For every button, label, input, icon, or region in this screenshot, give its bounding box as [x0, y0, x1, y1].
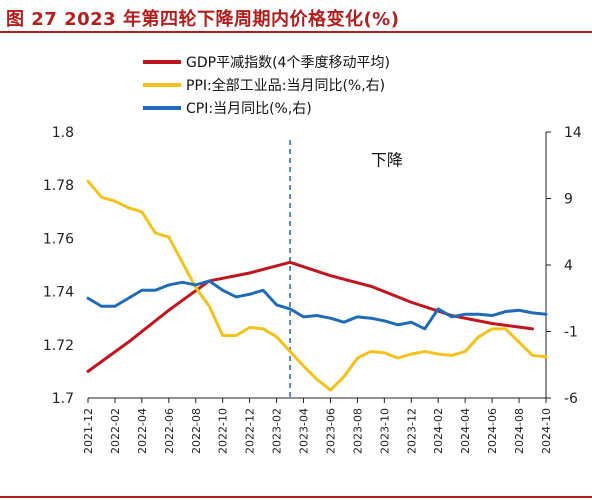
x-tick-label: 2023-02 [271, 408, 284, 454]
footer-divider [0, 496, 592, 498]
legend-item-cpi-label: CPI:当月同比(%,右) [186, 101, 312, 117]
left-tick-label: 1.74 [43, 285, 74, 301]
right-tick-label: 4 [564, 258, 573, 274]
x-tick-label: 2023-10 [378, 408, 391, 454]
x-axis: 2021-12 2022-02 2022-04 2022-06 2022-08 2022-… [82, 397, 553, 454]
x-tick-label: 2023-08 [351, 408, 364, 454]
x-tick-label: 2024-08 [513, 408, 526, 454]
x-tick-label: 2022-04 [136, 408, 149, 454]
x-tick-label: 2022-12 [244, 408, 257, 454]
x-tick-label: 2024-06 [486, 408, 499, 454]
annotation-label: 下降 [371, 150, 403, 169]
left-tick-label: 1.8 [52, 125, 74, 141]
legend-item-ppi-label: PPI:全部工业品:当月同比(%,右) [186, 77, 385, 94]
x-tick-label: 2022-02 [109, 408, 122, 454]
annotation-layer: 下降 [371, 150, 403, 169]
left-tick-label: 1.78 [43, 178, 74, 194]
left-axis: 1.7 1.72 1.74 1.76 1.78 1.8 [43, 125, 74, 407]
right-tick-label: -1 [564, 325, 578, 341]
x-tick-label: 2023-12 [405, 408, 418, 454]
legend: GDP平减指数(4个季度移动平均) PPI:全部工业品:当月同比(%,右) CPI:… [143, 55, 390, 117]
left-tick-label: 1.72 [43, 338, 74, 354]
x-tick-label: 2023-04 [298, 408, 311, 454]
x-tick-label: 2022-10 [217, 408, 230, 454]
x-tick-label: 2021-12 [82, 408, 95, 454]
cpi-line [86, 279, 548, 331]
x-tick-label: 2024-04 [459, 408, 472, 454]
chart-title: 图 27 2023 年第四轮下降周期内价格变化(%) [6, 9, 400, 30]
x-tick-label: 2024-02 [432, 408, 445, 454]
x-tick-label: 2022-08 [190, 408, 203, 454]
x-tick-label: 2022-06 [163, 408, 176, 454]
title-divider [0, 31, 592, 33]
right-tick-label: 14 [564, 125, 582, 141]
left-tick-label: 1.76 [43, 231, 74, 247]
right-tick-label: 9 [564, 192, 573, 208]
left-tick-label: 1.7 [52, 391, 74, 407]
ppi-line [86, 179, 548, 392]
right-tick-label: -6 [564, 391, 578, 407]
series-layer [86, 140, 548, 398]
right-axis: -6 -1 4 9 14 [545, 125, 582, 407]
x-tick-label: 2024-10 [540, 408, 553, 454]
x-tick-label: 2023-06 [324, 408, 337, 454]
legend-item-gdp-label: GDP平减指数(4个季度移动平均) [186, 55, 390, 71]
